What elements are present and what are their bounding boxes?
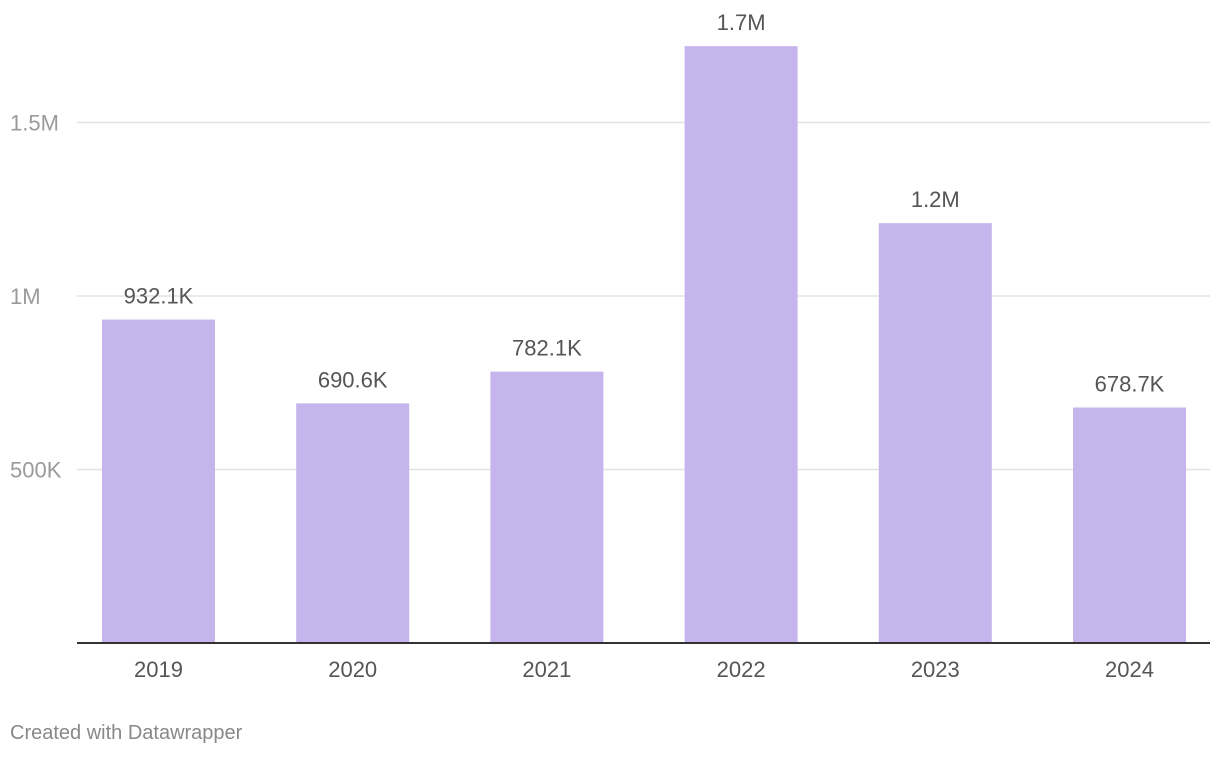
bars — [102, 46, 1186, 644]
x-tick-label: 2020 — [328, 657, 377, 682]
x-tick-label: 2023 — [911, 657, 960, 682]
footer-credit: Created with Datawrapper — [10, 722, 243, 744]
bar — [1073, 407, 1186, 643]
x-tick-label: 2022 — [717, 657, 766, 682]
data-label: 1.7M — [717, 10, 766, 35]
data-label: 678.7K — [1095, 371, 1165, 396]
bar — [878, 223, 992, 643]
data-label: 782.1K — [512, 336, 582, 361]
y-tick-label: 1.5M — [10, 111, 59, 136]
data-labels: 932.1K 690.6K 782.1K 1.7M 1.2M 678.7K — [124, 10, 1165, 396]
bar — [102, 319, 215, 643]
bar — [490, 371, 604, 643]
gridlines — [77, 121, 1210, 471]
y-tick-label: 1M — [10, 284, 41, 309]
x-tick-label: 2019 — [134, 657, 183, 682]
data-label: 690.6K — [318, 367, 388, 392]
bar — [296, 403, 410, 643]
y-tick-label: 500K — [10, 458, 62, 483]
x-tick-label: 2021 — [522, 657, 571, 682]
x-axis-ticks: 2019 2020 2021 2022 2023 2024 — [134, 657, 1154, 682]
bar — [684, 46, 798, 644]
x-tick-label: 2024 — [1105, 657, 1154, 682]
y-axis-ticks: 500K 1M 1.5M — [10, 111, 62, 483]
data-label: 1.2M — [911, 187, 960, 212]
data-label: 932.1K — [124, 284, 194, 309]
bar-chart: 500K 1M 1.5M 932.1K 690.6K 782.1K 1.7M 1.2M 678… — [10, 10, 1210, 682]
